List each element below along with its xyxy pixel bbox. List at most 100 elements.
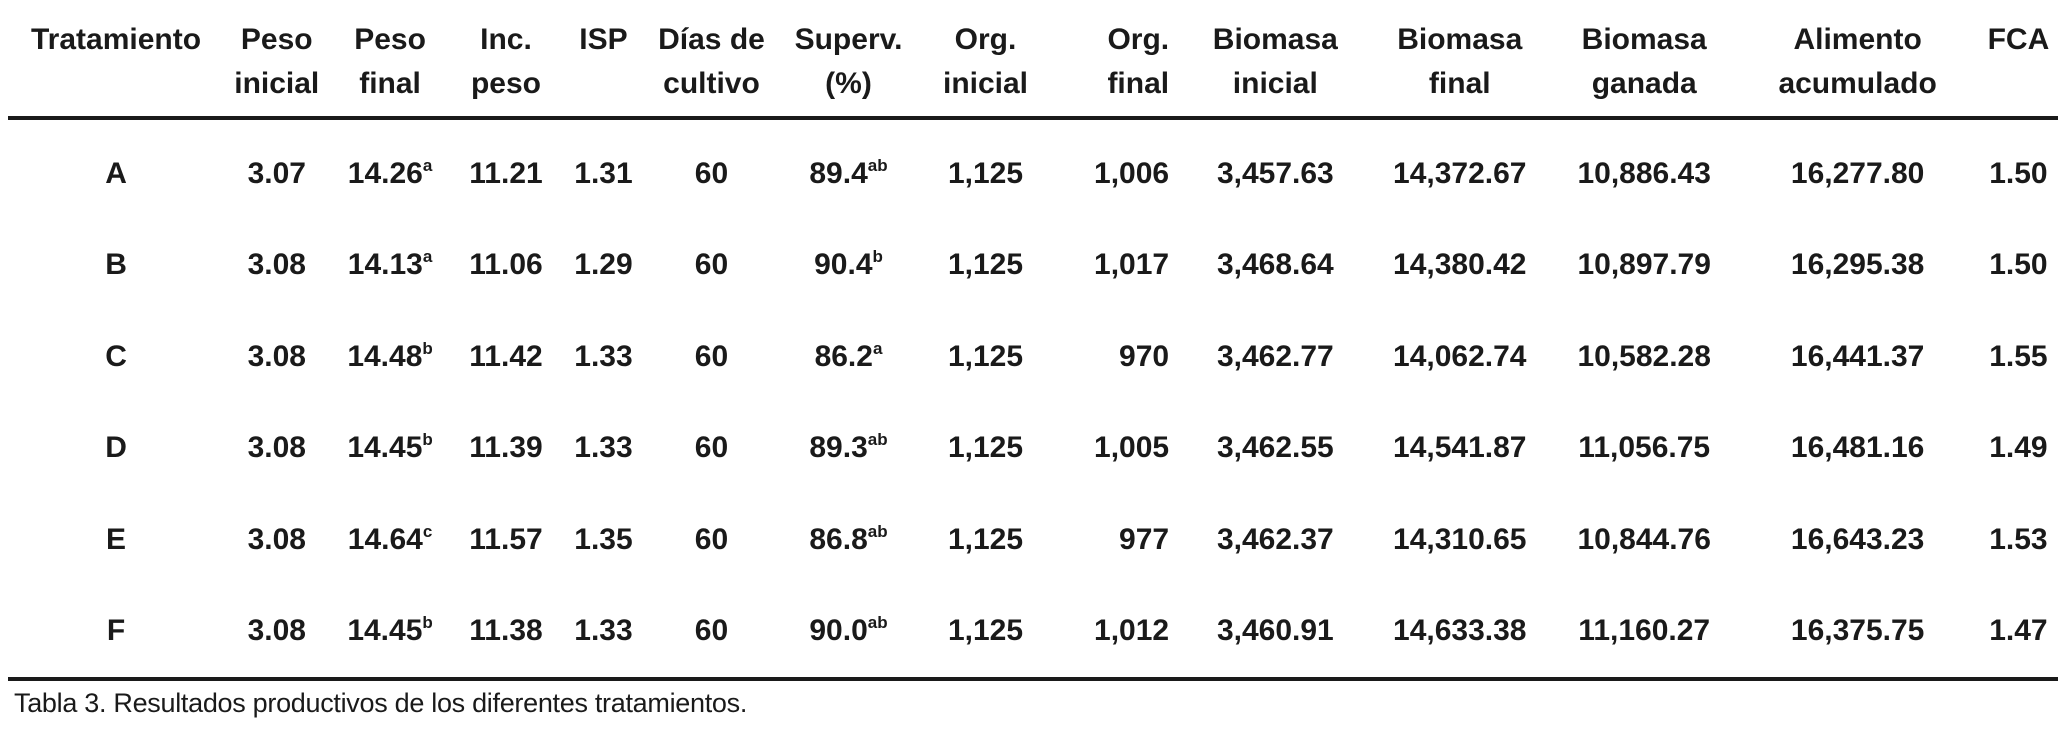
cell-value: 3,468.64 xyxy=(1216,248,1334,282)
cell-value: 14,380.42 xyxy=(1393,248,1527,282)
significance-superscript: b xyxy=(422,430,433,450)
cell-value: 16,375.75 xyxy=(1790,614,1925,648)
cell-dias-cultivo: 60 xyxy=(646,403,778,495)
cell-inc-peso: 11.57 xyxy=(451,494,562,586)
cell-peso-final: 14.48b xyxy=(329,311,450,403)
column-header-peso-final: Peso final xyxy=(329,14,451,120)
cell-org-final: 1,005 xyxy=(1051,403,1183,495)
significance-superscript: ab xyxy=(867,613,888,633)
cell-value: 11,056.75 xyxy=(1578,431,1711,465)
column-header-biomasa-final: Biomasa final xyxy=(1367,14,1552,120)
significance-superscript: a xyxy=(872,338,883,358)
cell-value: B xyxy=(105,248,127,282)
cell-org-final: 970 xyxy=(1051,311,1183,403)
cell-value: 16,277.80 xyxy=(1790,156,1925,190)
cell-value: 14.26 xyxy=(347,156,423,190)
column-header-line: (%) xyxy=(825,67,872,100)
cell-value: 3.07 xyxy=(247,156,306,190)
cell-value: 11.42 xyxy=(469,339,543,373)
cell-value: 60 xyxy=(694,339,729,373)
cell-value: 1.50 xyxy=(1989,248,2048,282)
column-header-inc-peso: Inc. peso xyxy=(450,14,562,120)
cell-superv: 90.4b xyxy=(777,220,919,312)
cell-value: 3,460.91 xyxy=(1216,614,1334,648)
cell-value: 10,844.76 xyxy=(1577,522,1711,556)
cell-biomasa-final: 14,380.42 xyxy=(1368,220,1552,312)
cell-value: D xyxy=(105,431,127,465)
cell-value: 16,295.38 xyxy=(1790,248,1925,282)
column-header-line: Org. xyxy=(1107,23,1170,56)
cell-inc-peso: 11.39 xyxy=(451,403,562,495)
cell-value: 14,541.87 xyxy=(1393,431,1527,465)
column-header-line: acumulado xyxy=(1778,67,1937,100)
cell-biomasa-ganada: 10,886.43 xyxy=(1552,118,1736,220)
cell-value: 16,643.23 xyxy=(1790,522,1925,556)
cell-value: 86.2 xyxy=(814,339,873,373)
cell-alimento-acumulado: 16,295.38 xyxy=(1736,220,1978,312)
column-header-isp: ISP xyxy=(561,14,646,120)
cell-value: 3,457.63 xyxy=(1216,156,1334,190)
cell-value: 11.39 xyxy=(469,431,543,465)
cell-biomasa-inicial: 3,468.64 xyxy=(1183,220,1367,312)
column-header-line: Org. xyxy=(954,23,1017,56)
header-row: Tratamiento Peso inicial Peso final Inc. peso I… xyxy=(8,14,2058,120)
cell-value: 1,005 xyxy=(1094,431,1170,465)
cell-peso-inicial: 3.08 xyxy=(224,494,329,586)
cell-value: 14.48 xyxy=(347,339,423,373)
cell-value: 86.8 xyxy=(809,522,868,556)
cell-value: 16,441.37 xyxy=(1790,339,1925,373)
cell-peso-final: 14.26a xyxy=(329,118,450,220)
results-table: Tratamiento Peso inicial Peso final Inc. peso I… xyxy=(8,14,2058,681)
cell-value: 3.08 xyxy=(247,431,306,465)
cell-value: 1.33 xyxy=(574,431,633,465)
cell-value: 1.33 xyxy=(574,614,633,648)
cell-value: 11.06 xyxy=(469,248,543,282)
cell-value: 970 xyxy=(1119,339,1170,373)
column-header-peso-inicial: Peso inicial xyxy=(224,14,330,120)
cell-value: A xyxy=(105,156,127,190)
cell-isp: 1.31 xyxy=(561,118,645,220)
column-header-line: final xyxy=(359,67,421,100)
column-header-line: final xyxy=(1107,67,1170,100)
column-header-line: final xyxy=(1428,67,1491,100)
cell-org-inicial: 1,125 xyxy=(920,311,1052,403)
table-body: A 3.07 14.26a 11.21 1.31 60 89.4ab 1,125 1,006 3,… xyxy=(8,118,2058,681)
cell-dias-cultivo: 60 xyxy=(646,220,778,312)
cell-value: 16,481.16 xyxy=(1790,431,1925,465)
cell-org-final: 1,012 xyxy=(1051,585,1184,681)
column-header-line: cultivo xyxy=(663,67,760,100)
table-caption: Tabla 3. Resultados productivos de los d… xyxy=(14,688,747,719)
cell-value: 3,462.55 xyxy=(1216,431,1334,465)
cell-tratamiento: C xyxy=(8,311,224,403)
cell-isp: 1.33 xyxy=(561,311,645,403)
cell-value: 60 xyxy=(694,156,729,190)
cell-isp: 1.35 xyxy=(561,494,645,586)
cell-value: 60 xyxy=(694,248,729,282)
cell-inc-peso: 11.42 xyxy=(451,311,562,403)
column-header-line: Biomasa xyxy=(1581,23,1707,56)
cell-value: C xyxy=(105,339,127,373)
cell-value: 60 xyxy=(694,431,729,465)
cell-value: 10,582.28 xyxy=(1577,339,1711,373)
cell-value: 1,125 xyxy=(947,339,1024,373)
cell-value: 89.4 xyxy=(809,156,868,190)
significance-superscript: b xyxy=(872,247,883,267)
cell-biomasa-final: 14,541.87 xyxy=(1368,403,1552,495)
cell-alimento-acumulado: 16,277.80 xyxy=(1736,118,1978,220)
cell-biomasa-inicial: 3,460.91 xyxy=(1183,585,1368,681)
cell-value: 1.49 xyxy=(1989,431,2048,465)
cell-value: F xyxy=(106,614,126,648)
cell-value: 14.13 xyxy=(347,248,423,282)
significance-superscript: c xyxy=(422,521,433,541)
cell-tratamiento: B xyxy=(8,220,224,312)
cell-org-inicial: 1,125 xyxy=(920,403,1052,495)
cell-value: 1,006 xyxy=(1094,156,1170,190)
cell-isp: 1.33 xyxy=(561,585,646,681)
cell-value: 3.08 xyxy=(247,248,306,282)
cell-peso-final: 14.64c xyxy=(329,494,450,586)
cell-dias-cultivo: 60 xyxy=(646,118,778,220)
cell-value: 90.0 xyxy=(809,614,868,648)
column-header-line: Tratamiento xyxy=(31,23,202,56)
cell-alimento-acumulado: 16,441.37 xyxy=(1736,311,1978,403)
column-header-line: FCA xyxy=(1987,23,2050,56)
